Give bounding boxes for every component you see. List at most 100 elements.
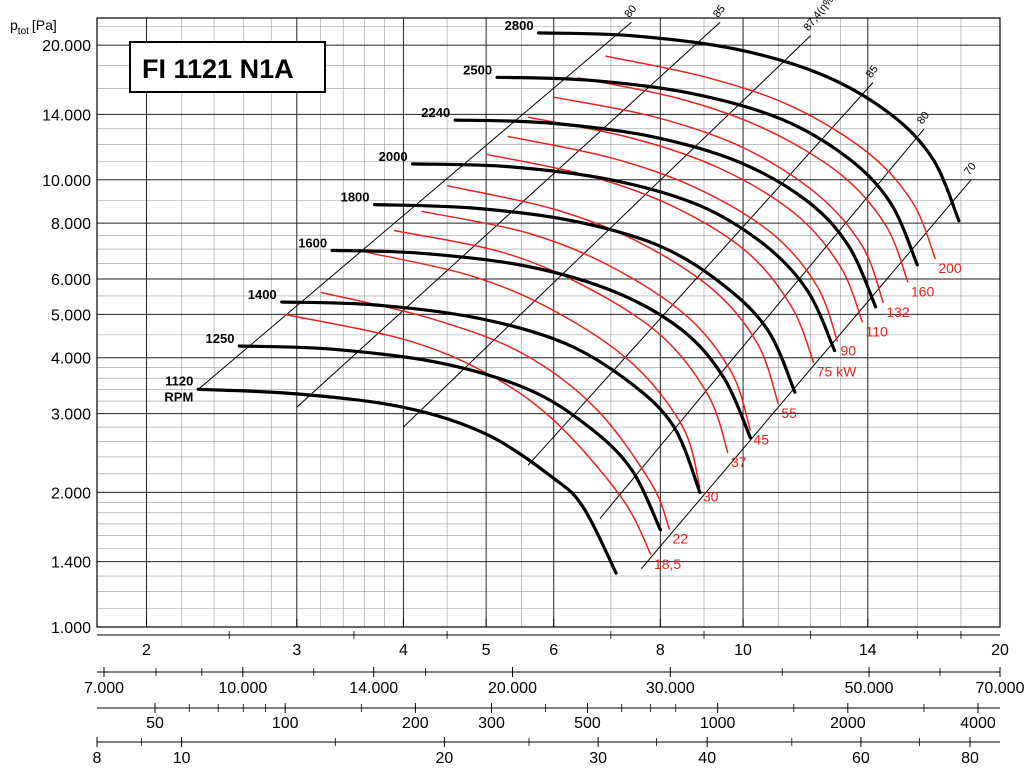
axes: 1.000 1.400 2.000 3.000 4.000 5.000 6.000 8.000…: [42, 17, 1024, 767]
power-label: 132: [886, 304, 910, 320]
rpm-label: 2500: [463, 62, 492, 77]
x-tick-label: 30: [589, 750, 607, 767]
y-axis-label-sub: tot: [18, 26, 29, 37]
x-tick-label: 20: [991, 642, 1009, 659]
x-tick-label: 300: [478, 715, 505, 732]
power-label: 45: [753, 432, 769, 448]
rpm-curve: [237, 344, 662, 532]
y-tick-label: 20.000: [42, 38, 91, 55]
power-label: 18,5: [654, 556, 681, 572]
rpm-curve: [537, 31, 961, 223]
power-label: 90: [840, 342, 856, 358]
power-label: 160: [911, 283, 935, 299]
y-axis-label: ptot [Pa]: [10, 17, 57, 37]
power-label: 75 kW: [817, 364, 857, 380]
efficiency-label: 85: [864, 63, 881, 80]
y-tick-label: 8.000: [51, 216, 91, 233]
power-line: [507, 135, 839, 342]
svg-text:ptot[Pa]: ptot [Pa]: [10, 17, 57, 37]
x-tick-label: 10: [734, 642, 752, 659]
y-tick-label: 1.400: [51, 555, 91, 572]
efficiency-label: 80: [915, 110, 932, 127]
x-tick-label: 8: [93, 750, 102, 767]
x-tick-label: 60: [852, 750, 870, 767]
rpm-curve: [196, 387, 618, 575]
efficiency-line: [640, 179, 972, 570]
y-tick-label: 5.000: [51, 307, 91, 324]
rpm-curve: [372, 203, 797, 394]
power-label: 110: [865, 323, 888, 339]
power-line: [364, 251, 701, 488]
y-tick-label: 4.000: [51, 351, 91, 368]
x-tick-label: 500: [574, 715, 601, 732]
x-tick-label: 2: [142, 642, 151, 659]
x-tick-label: 50: [146, 715, 164, 732]
rpm-label: 1250: [206, 331, 235, 346]
x-tick-label: 20: [436, 750, 454, 767]
plot-frame: [96, 17, 1001, 628]
power-label: 37: [731, 454, 747, 470]
x-tick-label: 70.000: [976, 680, 1024, 697]
x-tick-label: 5: [482, 642, 491, 659]
x-tick-label: 50.000: [845, 680, 894, 697]
y-tick-label: 14.000: [42, 107, 91, 124]
efficiency-label: 80: [622, 3, 639, 20]
x-tick-label: 14: [859, 642, 877, 659]
power-line: [485, 153, 815, 363]
power-line: [553, 96, 885, 304]
power-line: [284, 313, 652, 556]
x-tick-label: 80: [961, 750, 979, 767]
x-tick-label: 4: [399, 642, 408, 659]
x-tick-label: 100: [272, 715, 299, 732]
y-axis-label-unit: [Pa]: [32, 17, 57, 33]
rpm-curves: [196, 31, 961, 575]
x-tick-label: 3: [292, 642, 301, 659]
x-tick-label: 200: [402, 715, 429, 732]
chart-title-box: FI 1121 N1A: [129, 41, 326, 93]
y-tick-label: 10.000: [42, 173, 91, 190]
power-line: [421, 210, 752, 431]
y-tick-label: 2.000: [51, 485, 91, 502]
rpm-curve: [411, 162, 837, 353]
efficiency-label: 85: [711, 3, 728, 20]
power-line: [527, 116, 864, 323]
y-tick-label: 1.000: [51, 620, 91, 637]
rpm-label: 1600: [298, 235, 327, 250]
x-tick-label: 20.000: [488, 680, 537, 697]
efficiency-label: 70: [962, 161, 979, 178]
rpm-label: 1120: [165, 373, 193, 388]
x-tick-label: 30.000: [646, 680, 695, 697]
efficiency-line: [527, 82, 874, 466]
rpm-curve: [280, 300, 702, 494]
power-line: [605, 55, 937, 260]
efficiency-label: 87,4(η%): [802, 0, 839, 34]
x-tick-label: 10.000: [218, 680, 267, 697]
rpm-curve: [495, 75, 919, 267]
efficiency-line: [403, 35, 811, 428]
x-tick-label: 14.000: [349, 680, 398, 697]
x-tick-label: 6: [549, 642, 558, 659]
power-line: [446, 184, 780, 405]
efficiency-line: [296, 21, 721, 408]
power-label: 55: [781, 405, 797, 421]
x-tick-label: 40: [698, 750, 716, 767]
x-tick-label: 1000: [700, 715, 736, 732]
power-label: 200: [938, 260, 962, 276]
chart-title: FI 1121 N1A: [142, 54, 294, 84]
x-tick-label: 10: [173, 750, 191, 767]
y-axis-label-main: p: [10, 17, 18, 33]
rpm-label: 2000: [379, 149, 408, 164]
power-label: 22: [673, 531, 689, 547]
rpm-label: 2240: [421, 105, 450, 120]
power-line: [577, 77, 909, 283]
x-tick-label: 4000: [960, 715, 996, 732]
y-tick-label: 3.000: [51, 407, 91, 424]
power-lines: [284, 55, 937, 556]
y-tick-label: 6.000: [51, 272, 91, 289]
x-tick-label: 8: [656, 642, 665, 659]
rpm-curve: [453, 118, 878, 309]
rpm-unit-label: RPM: [164, 389, 193, 404]
rpm-label: 1400: [248, 287, 277, 302]
rpm-label: 2800: [505, 18, 534, 33]
